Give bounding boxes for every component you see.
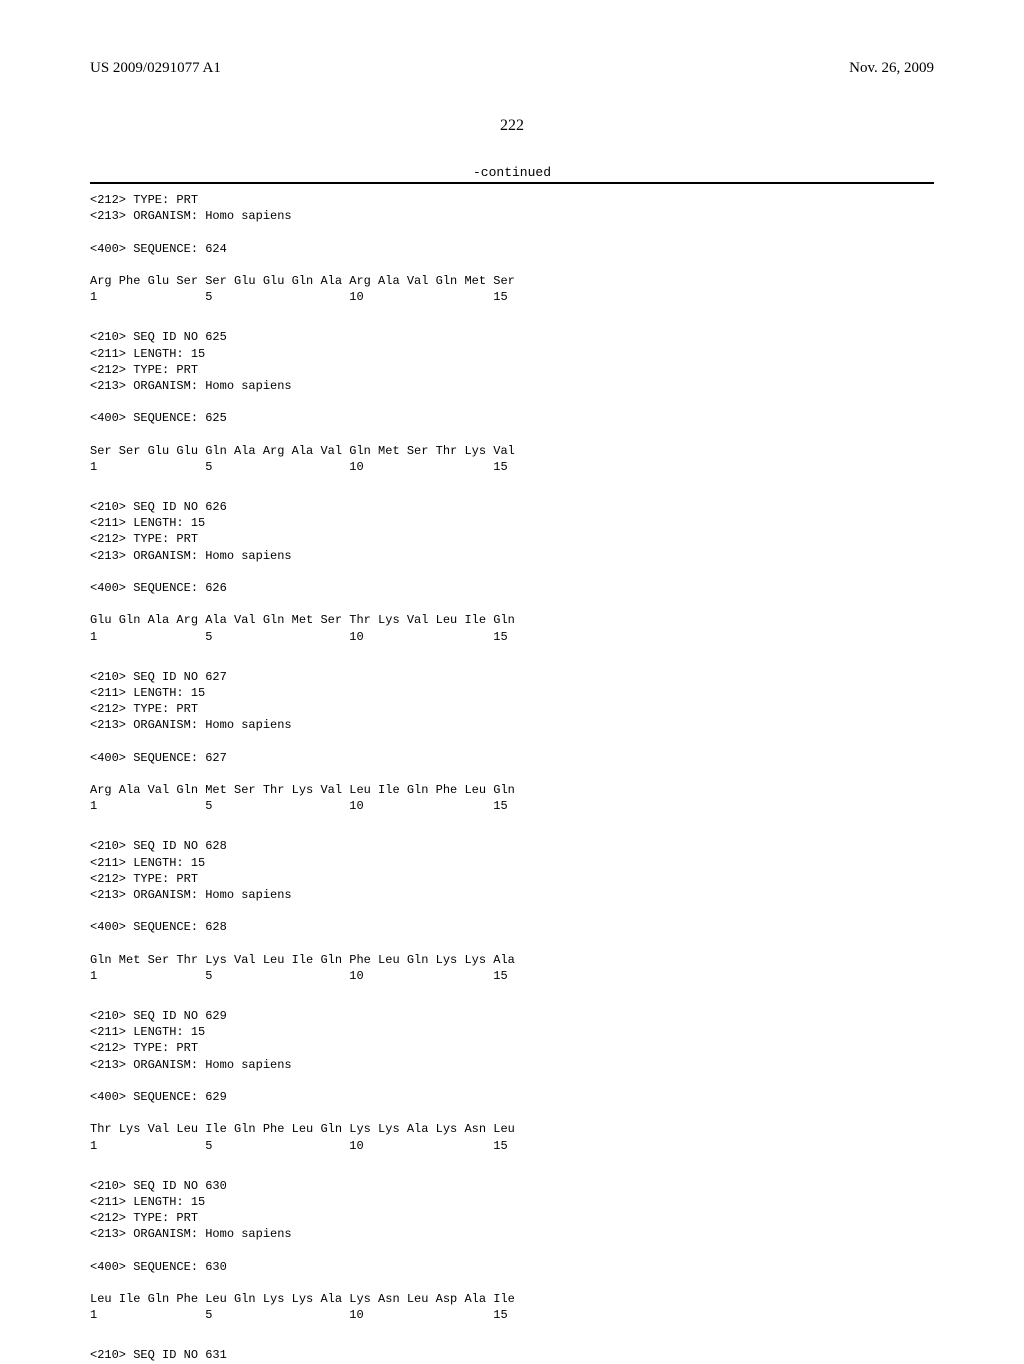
page-number: 222 — [90, 117, 934, 135]
sequence-block: <212> TYPE: PRT <213> ORGANISM: Homo sap… — [90, 192, 934, 305]
page-container: US 2009/0291077 A1 Nov. 26, 2009 222 -co… — [0, 0, 1024, 1320]
sequence-block: <210> SEQ ID NO 626 <211> LENGTH: 15 <21… — [90, 499, 934, 645]
sequence-block: <210> SEQ ID NO 627 <211> LENGTH: 15 <21… — [90, 669, 934, 815]
sequence-block: <210> SEQ ID NO 629 <211> LENGTH: 15 <21… — [90, 1008, 934, 1154]
publication-number: US 2009/0291077 A1 — [90, 60, 221, 77]
sequence-block: <210> SEQ ID NO 631 — [90, 1347, 934, 1363]
publication-date: Nov. 26, 2009 — [849, 60, 934, 77]
horizontal-rule — [90, 182, 934, 184]
sequence-block: <210> SEQ ID NO 625 <211> LENGTH: 15 <21… — [90, 329, 934, 475]
sequence-block: <210> SEQ ID NO 628 <211> LENGTH: 15 <21… — [90, 838, 934, 984]
sequence-listing: <212> TYPE: PRT <213> ORGANISM: Homo sap… — [90, 192, 934, 1364]
sequence-block: <210> SEQ ID NO 630 <211> LENGTH: 15 <21… — [90, 1178, 934, 1324]
page-header: US 2009/0291077 A1 Nov. 26, 2009 — [90, 60, 934, 77]
continued-label: -continued — [90, 165, 934, 180]
